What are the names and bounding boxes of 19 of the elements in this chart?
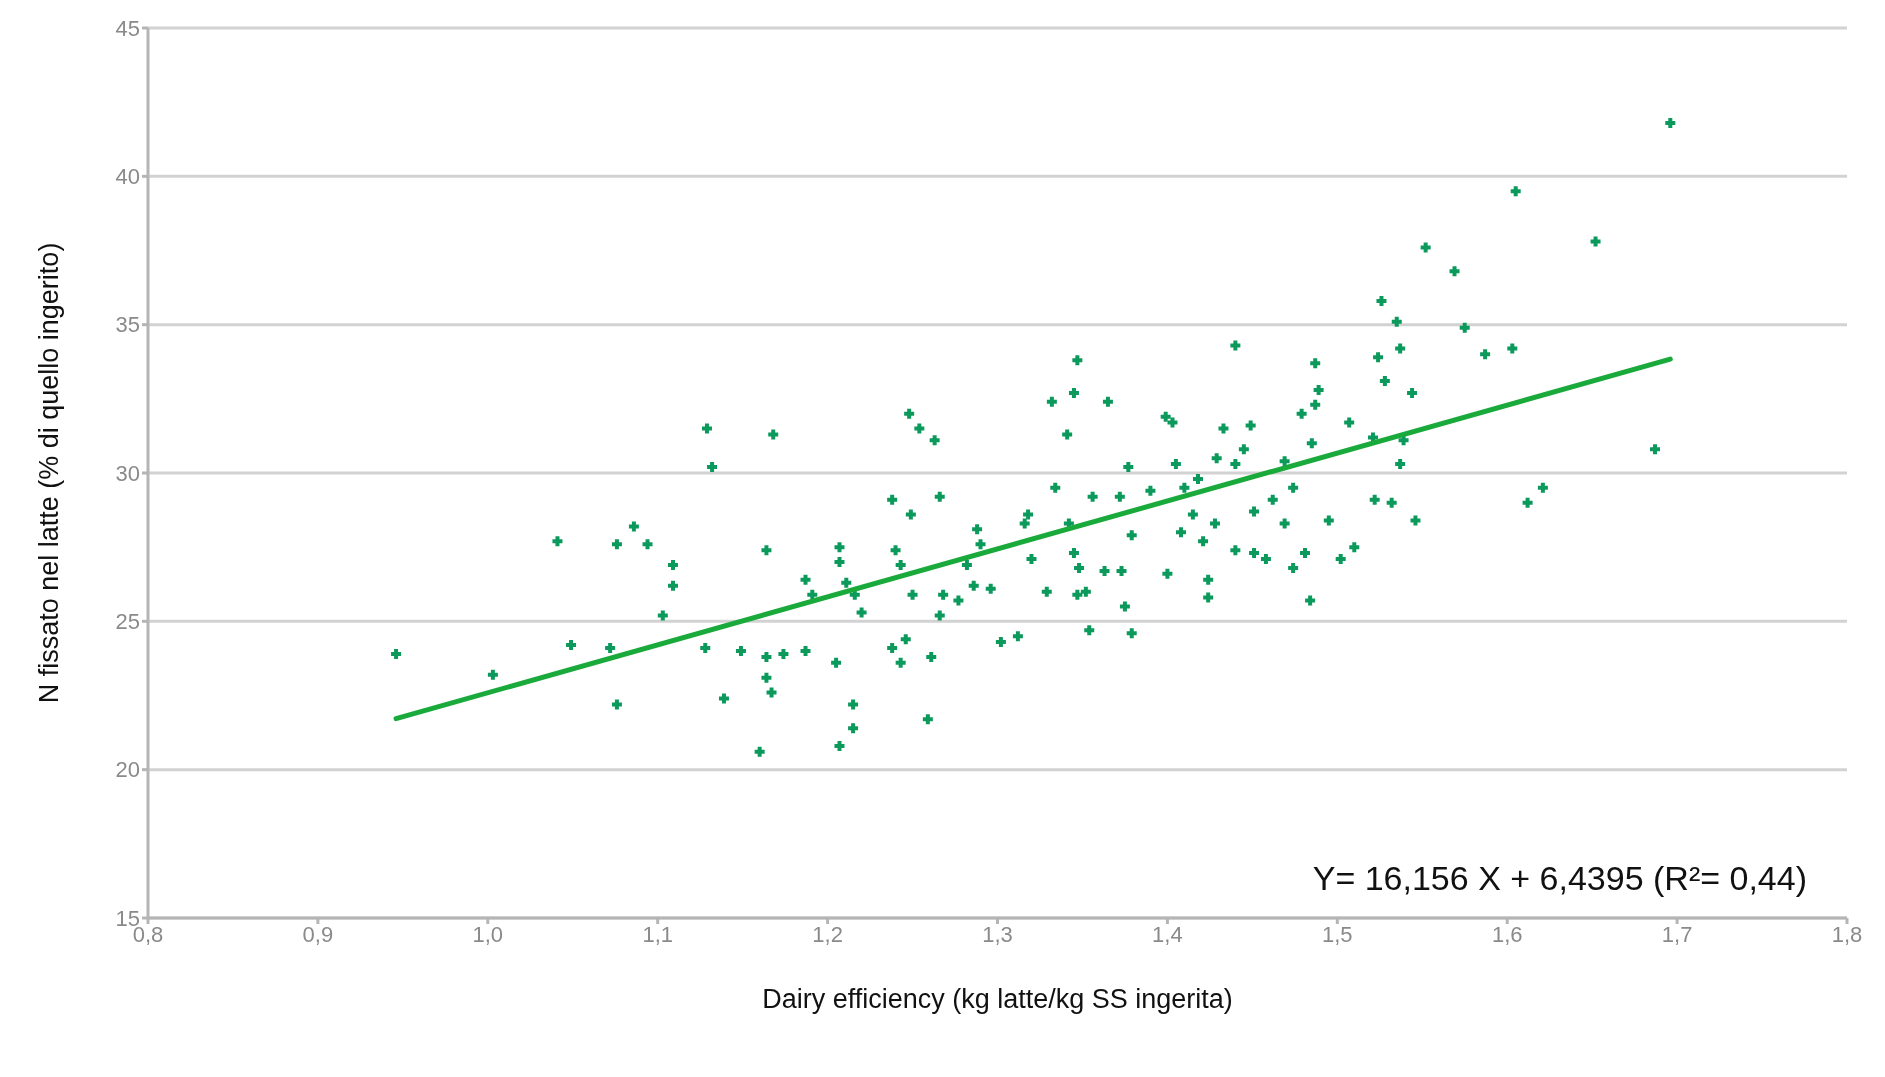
- x-tick-label: 1,4: [1152, 921, 1183, 947]
- x-axis-title: Dairy efficiency (kg latte/kg SS ingerita): [762, 984, 1233, 1014]
- y-tick-label: 30: [115, 460, 140, 486]
- y-tick-label: 45: [115, 15, 140, 41]
- x-tick-label: 1,1: [642, 921, 673, 947]
- y-tick-label: 40: [115, 164, 140, 190]
- x-tick-label: 1,3: [982, 921, 1013, 947]
- x-tick-label: 0,9: [302, 921, 334, 947]
- x-tick-label: 1,2: [812, 921, 843, 947]
- x-tick-label: 1,7: [1661, 921, 1693, 947]
- y-tick-label: 25: [115, 609, 140, 635]
- x-tick-label: 1,8: [1831, 921, 1863, 947]
- x-tick-label: 1,6: [1491, 921, 1523, 947]
- y-tick-label: 35: [115, 312, 140, 338]
- x-tick-label: 1,0: [472, 921, 504, 947]
- y-axis-title: N fissato nel latte (% di quello ingerito): [33, 242, 64, 704]
- y-tick-label: 20: [115, 757, 140, 783]
- annotation: Y= 16,156 X + 6,4395 (R²= 0,44): [1312, 859, 1807, 898]
- x-tick-label: 1,5: [1322, 921, 1353, 947]
